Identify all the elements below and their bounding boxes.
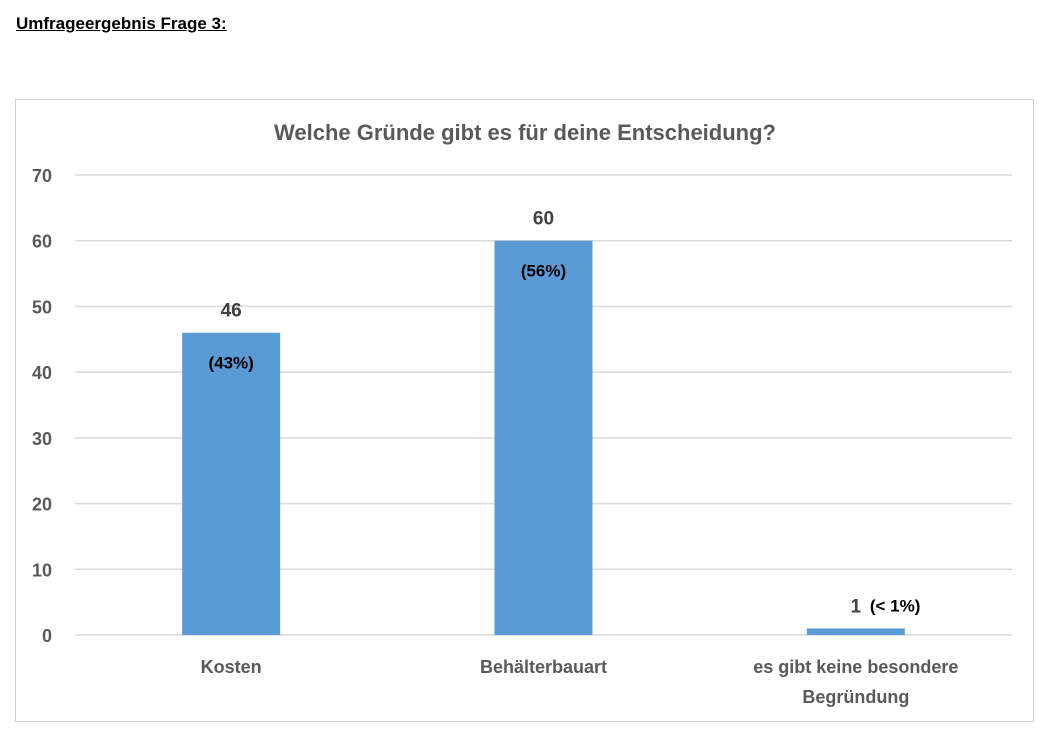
y-tick-label: 20 xyxy=(32,495,52,515)
x-axis-categories: Kosten Behälterbauart es gibt keine besond… xyxy=(201,657,959,707)
chart-title: Welche Gründe gibt es für deine Entschei… xyxy=(274,120,776,145)
percent-label-2: (56%) xyxy=(521,262,566,281)
percent-label-1: (43%) xyxy=(208,354,253,373)
y-axis-ticks: 0 10 20 30 40 50 60 70 xyxy=(32,166,52,646)
bars xyxy=(182,240,905,635)
y-tick-label: 40 xyxy=(32,363,52,383)
percent-label-3: (< 1%) xyxy=(870,596,921,615)
y-tick-label: 70 xyxy=(32,166,52,186)
y-tick-label: 60 xyxy=(32,232,52,252)
bar-3 xyxy=(806,628,905,635)
category-label-1: Kosten xyxy=(201,657,262,677)
category-label-2: Behälterbauart xyxy=(480,657,607,677)
data-labels: 46 (43%) 60 (56%) 1 (< 1%) xyxy=(208,209,920,618)
y-tick-label: 0 xyxy=(42,626,52,646)
value-label-2: 60 xyxy=(533,209,554,230)
y-tick-label: 50 xyxy=(32,297,52,317)
bar-1 xyxy=(182,332,281,635)
value-label-1: 46 xyxy=(221,301,242,322)
page-heading: Umfrageergebnis Frage 3: xyxy=(16,14,227,33)
value-label-3: 1 xyxy=(851,596,862,617)
bar-2 xyxy=(494,240,593,635)
category-label-3: Begründung xyxy=(802,687,909,707)
y-tick-label: 10 xyxy=(32,560,52,580)
category-label-3: es gibt keine besondere xyxy=(753,657,958,677)
y-tick-label: 30 xyxy=(32,429,52,449)
